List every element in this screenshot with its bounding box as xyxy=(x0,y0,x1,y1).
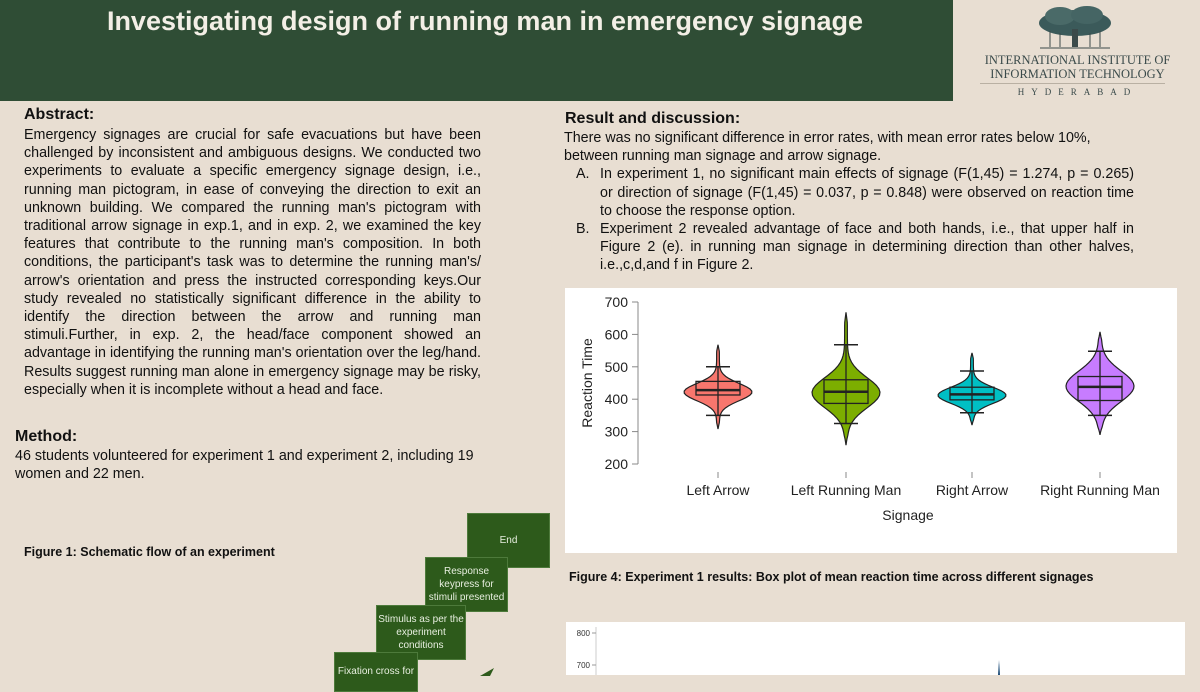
box-iqr xyxy=(1077,375,1123,402)
list-item: A. In experiment 1, no significant main e… xyxy=(564,165,1134,220)
results-body: There was no significant difference in e… xyxy=(564,129,1134,275)
flow-step-stimulus: Stimulus as per the experiment condition… xyxy=(376,605,466,660)
x-axis-label: Signage xyxy=(882,507,934,523)
banyan-tree-icon xyxy=(1039,6,1111,49)
results-heading: Result and discussion: xyxy=(565,110,741,127)
y-tick-label: 200 xyxy=(605,456,629,472)
logo-divider xyxy=(980,83,1165,84)
logo-line1: INTERNATIONAL INSTITUTE OF xyxy=(984,53,1171,67)
y-tick-label: 300 xyxy=(605,424,629,440)
list-marker: B. xyxy=(576,221,590,238)
y-axis-label: Reaction Time xyxy=(579,338,595,428)
y-tick-label: 600 xyxy=(605,326,629,342)
y-tick-label: 400 xyxy=(605,391,629,407)
experiment2-chart-partial: 700 800 xyxy=(566,622,1185,675)
box-iqr xyxy=(695,380,741,396)
x-tick-label: Left Arrow xyxy=(686,482,750,498)
abstract-body: Emergency signages are crucial for safe … xyxy=(24,127,481,398)
header-bar xyxy=(0,0,953,101)
flow-step-fixation: Fixation cross for xyxy=(334,652,418,692)
results-intro: There was no significant difference in e… xyxy=(564,130,1091,165)
x-tick-label: Right Arrow xyxy=(936,482,1009,498)
violin-tip xyxy=(998,660,1000,675)
y-tick-label: 700 xyxy=(577,661,591,670)
y-tick-label: 500 xyxy=(605,359,629,375)
figure1-caption: Figure 1: Schematic flow of an experimen… xyxy=(24,545,275,559)
poster-title: Investigating design of running man in e… xyxy=(106,6,864,36)
y-tick-label: 700 xyxy=(605,294,629,310)
results-list: A. In experiment 1, no significant main e… xyxy=(564,165,1134,274)
reaction-time-violin-chart: 200 300 400 500 600 700 Reaction Time Signage Le… xyxy=(565,288,1177,553)
iiit-logo: INTERNATIONAL INSTITUTE OF INFORMATION TE… xyxy=(955,0,1200,101)
flow-step-end: End xyxy=(467,513,550,568)
logo-line2: INFORMATION TECHNOLOGY xyxy=(990,67,1165,81)
method-body: 46 students volunteered for experiment 1… xyxy=(15,448,474,483)
abstract-heading: Abstract: xyxy=(24,106,95,123)
list-text: Experiment 2 revealed advantage of face … xyxy=(600,221,1134,274)
list-text: In experiment 1, no significant main eff… xyxy=(600,166,1134,219)
x-tick-label: Left Running Man xyxy=(791,482,902,498)
flow-arrow-icon xyxy=(480,668,494,676)
list-marker: A. xyxy=(576,166,590,183)
flow-step-response: Response keypress for stimuli presented xyxy=(425,557,508,612)
y-tick-label: 800 xyxy=(577,629,591,638)
logo-line3: HYDERABAD xyxy=(1017,87,1138,97)
figure4-caption: Figure 4: Experiment 1 results: Box plot… xyxy=(569,570,1094,584)
list-item: B. Experiment 2 revealed advantage of fac… xyxy=(564,220,1134,275)
x-tick-label: Right Running Man xyxy=(1040,482,1160,498)
method-heading: Method: xyxy=(15,428,78,445)
